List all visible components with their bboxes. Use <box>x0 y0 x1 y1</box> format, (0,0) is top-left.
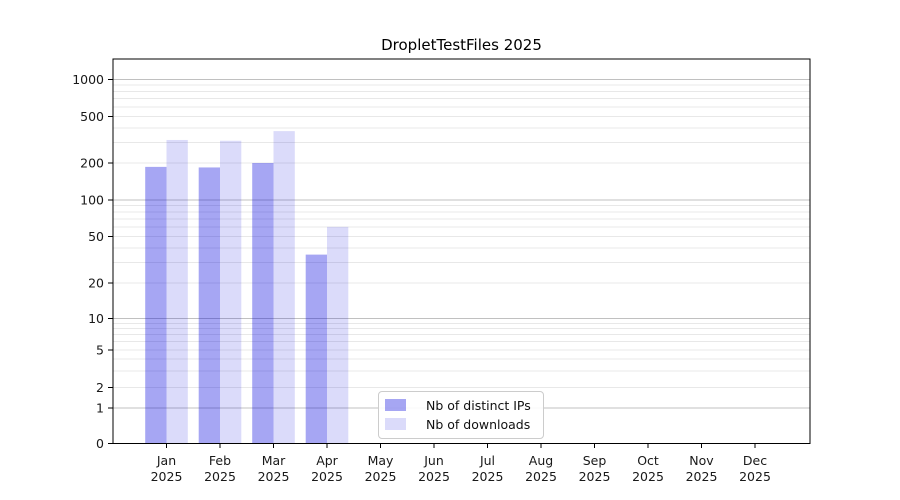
x-tick-label-year-feb: 2025 <box>204 469 236 484</box>
x-tick-label-month-may: May <box>368 453 394 468</box>
x-tick-label-month-sep: Sep <box>583 453 607 468</box>
x-tick-label-month-mar: Mar <box>262 453 286 468</box>
y-tick-label-0: 0 <box>96 436 104 451</box>
legend-item-downloads: Nb of downloads <box>385 416 535 432</box>
bar-downloads-mar <box>273 131 295 444</box>
x-tick-label-month-jun: Jun <box>423 453 444 468</box>
y-tick-label-500: 500 <box>80 109 104 124</box>
bar-downloads-apr <box>327 226 349 444</box>
x-tick-label-year-may: 2025 <box>365 469 397 484</box>
y-tick-label-1000: 1000 <box>72 72 104 87</box>
x-tick-label-year-apr: 2025 <box>311 469 343 484</box>
x-tick-label-month-aug: Aug <box>529 453 553 468</box>
y-tick-label-20: 20 <box>88 276 104 291</box>
legend-label-distinct-ips: Nb of distinct IPs <box>426 397 531 413</box>
bar-distinct-ips-mar <box>252 163 274 444</box>
x-tick-label-month-dec: Dec <box>743 453 767 468</box>
y-tick-label-10: 10 <box>88 311 104 326</box>
x-tick-label-month-apr: Apr <box>316 453 338 468</box>
bar-downloads-jan <box>166 139 188 444</box>
y-tick-label-5: 5 <box>96 343 104 358</box>
legend-swatch-distinct-ips <box>385 399 406 411</box>
bar-distinct-ips-feb <box>198 167 220 444</box>
legend-item-distinct-ips: Nb of distinct IPs <box>385 397 535 413</box>
y-tick-label-2: 2 <box>96 380 104 395</box>
y-tick-label-100: 100 <box>80 193 104 208</box>
x-tick-label-year-nov: 2025 <box>686 469 718 484</box>
y-tick-label-200: 200 <box>80 156 104 171</box>
bar-distinct-ips-jan <box>145 166 167 444</box>
x-tick-label-month-jul: Jul <box>479 453 495 468</box>
x-tick-label-year-jul: 2025 <box>472 469 504 484</box>
x-tick-label-year-sep: 2025 <box>579 469 611 484</box>
bar-distinct-ips-apr <box>305 254 327 444</box>
x-tick-label-year-jan: 2025 <box>151 469 183 484</box>
x-tick-label-month-oct: Oct <box>637 453 659 468</box>
chart-legend: Nb of distinct IPs Nb of downloads <box>378 391 544 439</box>
x-tick-label-month-jan: Jan <box>156 453 176 468</box>
x-tick-label-month-nov: Nov <box>689 453 714 468</box>
bar-downloads-feb <box>220 140 242 444</box>
chart-title: DropletTestFiles 2025 <box>381 36 542 54</box>
x-tick-label-month-feb: Feb <box>209 453 231 468</box>
y-tick-label-50: 50 <box>88 229 104 244</box>
x-tick-label-year-mar: 2025 <box>258 469 290 484</box>
y-tick-label-1: 1 <box>96 401 104 416</box>
x-tick-label-year-aug: 2025 <box>525 469 557 484</box>
legend-swatch-downloads <box>385 418 406 430</box>
axes-frame <box>112 58 811 445</box>
x-tick-label-year-jun: 2025 <box>418 469 450 484</box>
x-tick-label-year-dec: 2025 <box>739 469 771 484</box>
legend-label-downloads: Nb of downloads <box>426 416 531 432</box>
x-tick-label-year-oct: 2025 <box>632 469 664 484</box>
